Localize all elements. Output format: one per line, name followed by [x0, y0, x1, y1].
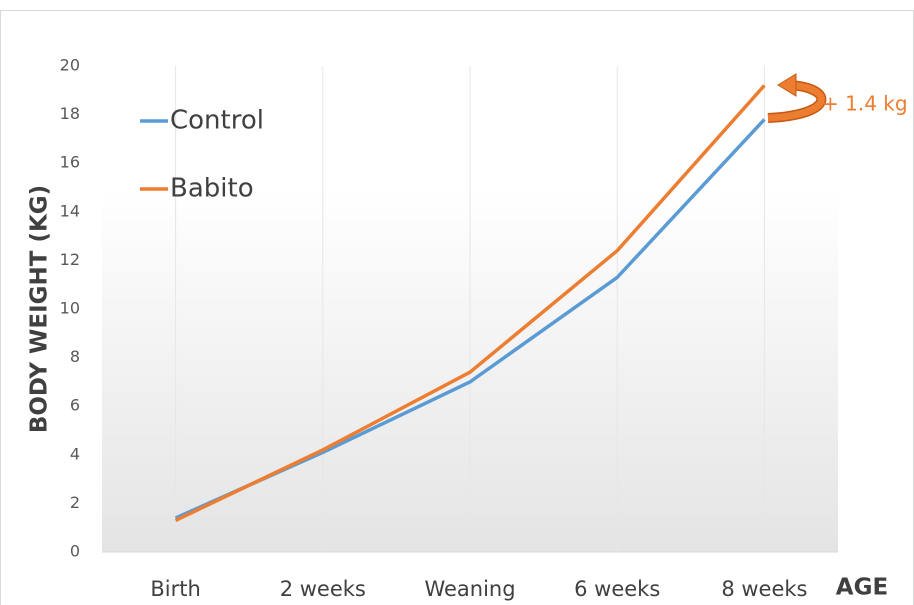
- x-tick-label: 8 weeks: [721, 577, 807, 601]
- x-tick-label: 2 weeks: [280, 577, 366, 601]
- x-axis-label: AGE: [836, 575, 888, 601]
- y-tick-label: 10: [60, 299, 80, 318]
- arrow-fill: [767, 81, 825, 122]
- y-tick-label: 12: [60, 250, 80, 269]
- annotation: + 1.4 kg: [822, 92, 908, 116]
- y-tick-label: 16: [60, 153, 80, 172]
- x-tick-label: Birth: [150, 577, 200, 601]
- x-tick-label: Weaning: [424, 577, 515, 601]
- y-tick-label: 8: [70, 347, 80, 366]
- y-tick-label: 14: [60, 201, 80, 220]
- y-tick-label: 20: [60, 56, 80, 75]
- legend-label: Control: [170, 106, 264, 136]
- legend-label: Babito: [170, 174, 254, 204]
- y-tick-label: 2: [70, 493, 80, 512]
- y-axis-label: BODY WEIGHT (KG): [27, 185, 53, 433]
- x-tick-label: 6 weeks: [574, 577, 660, 601]
- series-line: [174, 84, 766, 522]
- arrow-head: [777, 73, 797, 97]
- y-tick-label: 18: [60, 104, 80, 123]
- y-tick-label: 6: [70, 396, 80, 415]
- y-tick-label: 4: [70, 444, 80, 463]
- y-tick-label: 0: [70, 542, 80, 561]
